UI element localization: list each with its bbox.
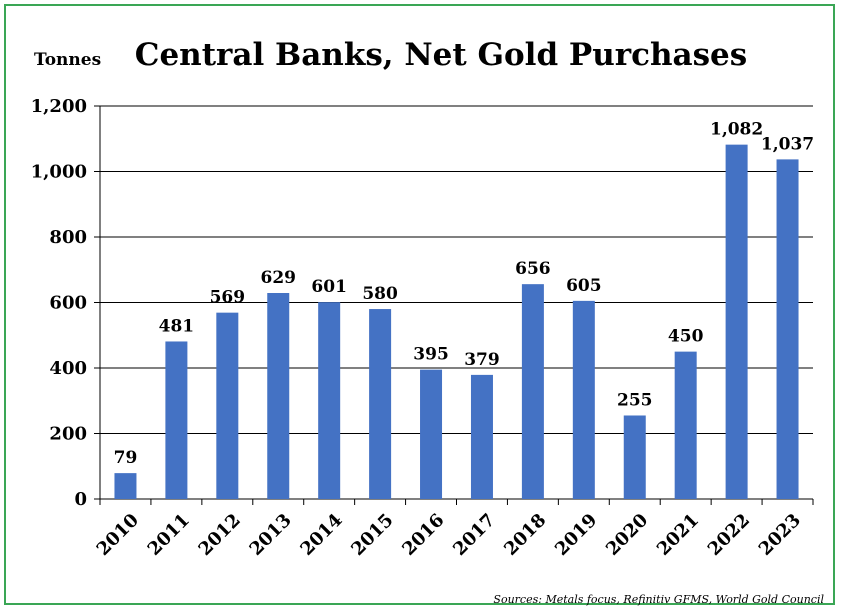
y-tick-label: 600 <box>49 293 87 314</box>
data-label-2014: 601 <box>311 277 347 297</box>
x-tick-label-2022: 2022 <box>704 510 754 560</box>
x-tick-label-2013: 2013 <box>246 510 296 560</box>
bar-2016 <box>420 369 443 499</box>
bar-2010 <box>114 473 137 499</box>
bar-2012 <box>216 312 239 499</box>
y-tick-label: 200 <box>49 424 87 445</box>
source-note: Sources: Metals focus, Refinitiv GFMS, W… <box>493 593 824 606</box>
x-tick-label-2019: 2019 <box>551 510 601 560</box>
bar-2021 <box>674 351 697 499</box>
x-tick-label-2010: 2010 <box>93 510 143 560</box>
bars <box>114 144 799 499</box>
data-label-2011: 481 <box>159 316 195 336</box>
data-label-2012: 569 <box>210 288 246 308</box>
bar-2018 <box>521 284 544 499</box>
x-tick-label-2012: 2012 <box>195 510 245 560</box>
data-label-2021: 450 <box>668 327 704 347</box>
data-label-2010: 79 <box>114 448 138 468</box>
x-tick-label-2014: 2014 <box>296 510 346 560</box>
y-tick-label: 1,000 <box>31 162 87 183</box>
bar-2011 <box>165 341 188 499</box>
axes <box>94 105 814 505</box>
chart-frame <box>4 4 835 605</box>
data-label-2013: 629 <box>261 268 297 288</box>
chart-title: Central Banks, Net Gold Purchases <box>135 37 747 73</box>
data-label-2023: 1,037 <box>761 134 814 154</box>
x-tick-label-2017: 2017 <box>449 510 499 560</box>
y-axis-unit-label: Tonnes <box>34 50 101 70</box>
bar-2023 <box>776 159 799 499</box>
data-label-2015: 580 <box>362 284 398 304</box>
bar-2014 <box>318 302 341 499</box>
data-label-2018: 656 <box>515 259 551 279</box>
y-tick-label: 1,200 <box>31 96 87 117</box>
bar-2020 <box>623 415 646 499</box>
x-tick-labels: 2010 2011 2012 2013 2014 2015 2016 2017 2018 2019… <box>93 510 805 560</box>
bar-2013 <box>267 293 290 499</box>
x-tick-label-2016: 2016 <box>398 510 448 560</box>
x-tick-label-2015: 2015 <box>347 510 397 560</box>
y-tick-label: 800 <box>49 227 87 248</box>
x-tick-label-2021: 2021 <box>653 510 703 560</box>
data-label-2020: 255 <box>617 390 653 410</box>
data-label-2022: 1,082 <box>710 120 763 140</box>
x-tick-label-2011: 2011 <box>144 510 194 560</box>
data-labels: 79 481 569 629 601 580 395 379 656 605 255 450 1,082… <box>114 120 815 468</box>
data-label-2016: 395 <box>413 345 449 365</box>
y-tick-label: 0 <box>74 489 87 510</box>
x-tick-label-2020: 2020 <box>602 510 652 560</box>
x-tick-label-2018: 2018 <box>500 510 550 560</box>
gridlines <box>100 105 813 434</box>
y-tick-label: 400 <box>49 358 87 379</box>
y-tick-labels: 0 200 400 600 800 1,000 1,200 <box>31 96 87 510</box>
data-label-2019: 605 <box>566 276 602 296</box>
data-label-2017: 379 <box>464 350 500 370</box>
bar-2015 <box>369 309 392 499</box>
x-tick-label-2023: 2023 <box>755 510 805 560</box>
bar-2022 <box>725 144 748 499</box>
bar-2017 <box>470 374 493 499</box>
bar-2019 <box>572 300 595 499</box>
